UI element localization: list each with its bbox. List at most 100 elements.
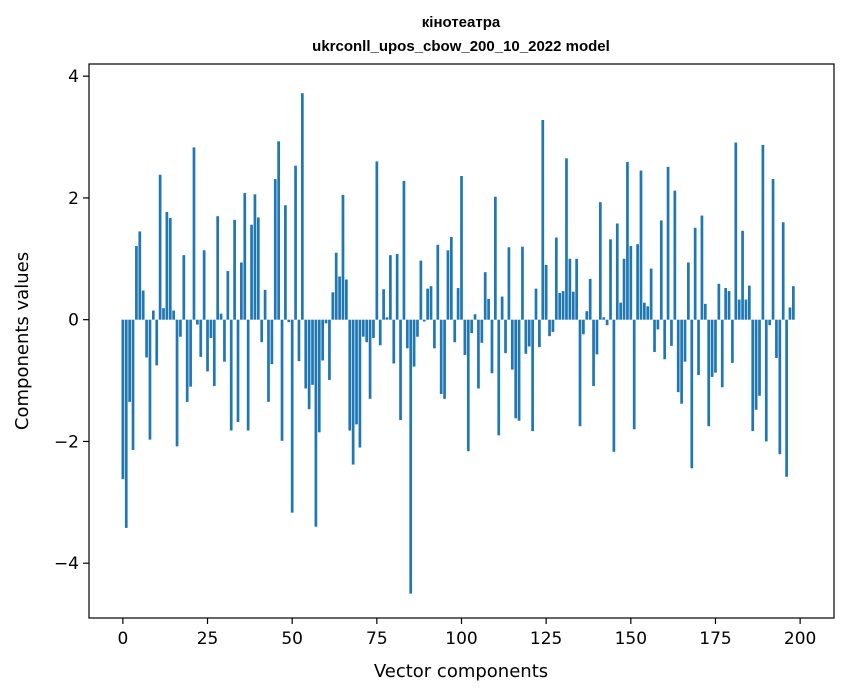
bar-122 bbox=[534, 288, 538, 320]
bar-188 bbox=[758, 319, 761, 396]
bar-161 bbox=[666, 166, 670, 320]
bar-11 bbox=[158, 174, 162, 320]
bar-105 bbox=[477, 319, 480, 389]
bar-30 bbox=[223, 319, 226, 362]
bar-93 bbox=[436, 244, 440, 320]
bar-90 bbox=[426, 288, 429, 320]
bar-32 bbox=[229, 319, 233, 431]
bar-109 bbox=[490, 319, 494, 374]
bar-184 bbox=[744, 299, 748, 320]
bar-81 bbox=[395, 253, 399, 320]
bar-136 bbox=[582, 319, 585, 335]
bar-44 bbox=[270, 319, 274, 365]
bar-123 bbox=[538, 319, 541, 348]
bar-180 bbox=[731, 319, 734, 363]
x-axis-label: Vector components bbox=[374, 661, 548, 682]
bar-139 bbox=[592, 319, 595, 387]
bar-160 bbox=[663, 319, 667, 360]
bar-110 bbox=[494, 196, 497, 320]
chart-title-line-2: ukrconll_upos_cbow_200_10_2022 model bbox=[312, 38, 610, 55]
bar-148 bbox=[622, 258, 626, 320]
bar-59 bbox=[321, 319, 325, 361]
bar-96 bbox=[446, 250, 450, 320]
x-tick-label: 150 bbox=[615, 629, 647, 649]
bar-43 bbox=[267, 319, 270, 402]
bar-189 bbox=[761, 144, 765, 320]
bar-33 bbox=[233, 219, 236, 320]
bar-27 bbox=[212, 319, 216, 387]
bar-168 bbox=[690, 319, 694, 469]
x-tick-label: 25 bbox=[197, 629, 219, 649]
bar-46 bbox=[277, 141, 280, 320]
bar-4 bbox=[135, 246, 138, 320]
x-tick-label: 50 bbox=[281, 629, 303, 649]
bar-18 bbox=[182, 255, 186, 320]
bar-158 bbox=[656, 319, 660, 330]
bar-97 bbox=[449, 236, 453, 320]
bar-169 bbox=[693, 227, 697, 320]
bar-190 bbox=[764, 319, 768, 442]
bar-193 bbox=[775, 319, 778, 359]
bar-143 bbox=[605, 319, 609, 326]
bar-133 bbox=[571, 291, 575, 320]
bar-166 bbox=[683, 319, 687, 362]
bar-185 bbox=[747, 285, 751, 320]
bar-76 bbox=[378, 319, 382, 346]
x-axis-ticks: 0 25 50 75 100 125 150 175 200 bbox=[117, 618, 816, 649]
bar-52 bbox=[297, 319, 301, 362]
bar-178 bbox=[724, 288, 727, 320]
bar-72 bbox=[365, 319, 369, 343]
bar-106 bbox=[480, 319, 484, 343]
bar-39 bbox=[253, 194, 257, 320]
bar-84 bbox=[405, 319, 409, 349]
bar-24 bbox=[202, 250, 206, 320]
bar-68 bbox=[351, 319, 355, 465]
bar-194 bbox=[778, 319, 782, 455]
bar-147 bbox=[619, 302, 623, 320]
bar-177 bbox=[720, 319, 724, 388]
bar-64 bbox=[338, 276, 341, 320]
bar-124 bbox=[541, 120, 545, 320]
bar-51 bbox=[294, 165, 297, 320]
bar-134 bbox=[575, 258, 578, 320]
bar-132 bbox=[568, 258, 572, 320]
bar-141 bbox=[598, 202, 602, 320]
bar-91 bbox=[429, 286, 433, 320]
bar-127 bbox=[551, 319, 555, 332]
bar-5 bbox=[138, 231, 142, 320]
bar-69 bbox=[355, 319, 358, 425]
bar-17 bbox=[179, 319, 182, 337]
bar-47 bbox=[280, 319, 284, 441]
bar-92 bbox=[433, 319, 436, 349]
bar-16 bbox=[175, 319, 179, 447]
bar-150 bbox=[629, 246, 633, 320]
bar-176 bbox=[717, 283, 721, 320]
y-axis-label: Components values bbox=[12, 252, 33, 430]
bar-99 bbox=[456, 288, 460, 320]
bar-89 bbox=[422, 319, 426, 322]
bar-50 bbox=[290, 319, 294, 513]
x-tick-label: 100 bbox=[445, 629, 477, 649]
bar-42 bbox=[263, 289, 267, 320]
bar-62 bbox=[331, 292, 335, 320]
bar-152 bbox=[636, 244, 639, 320]
bar-83 bbox=[402, 180, 406, 320]
bar-118 bbox=[521, 246, 524, 320]
bar-104 bbox=[473, 314, 477, 320]
bar-197 bbox=[788, 307, 792, 320]
bar-31 bbox=[226, 270, 230, 320]
bar-58 bbox=[317, 319, 321, 433]
bar-101 bbox=[463, 319, 467, 355]
bar-48 bbox=[284, 205, 287, 320]
bar-41 bbox=[260, 319, 264, 343]
bar-111 bbox=[497, 319, 501, 436]
bar-117 bbox=[517, 319, 521, 421]
bar-115 bbox=[510, 319, 514, 370]
bar-55 bbox=[307, 319, 311, 410]
bar-61 bbox=[328, 319, 331, 380]
bar-37 bbox=[246, 319, 250, 431]
bar-195 bbox=[781, 222, 785, 320]
bar-182 bbox=[737, 299, 741, 320]
bar-6 bbox=[141, 290, 145, 320]
bar-70 bbox=[358, 319, 362, 448]
